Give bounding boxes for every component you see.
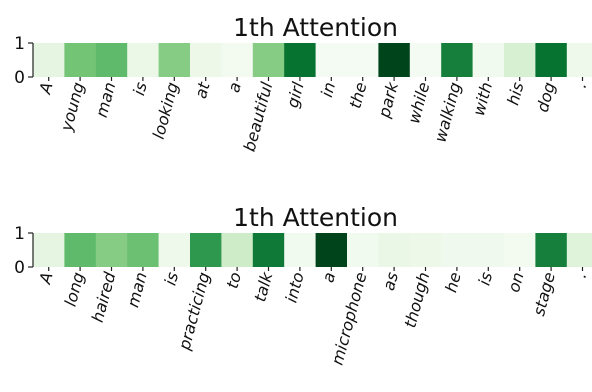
heatmap-cell <box>409 43 442 77</box>
x-tick-label: he <box>441 270 465 294</box>
y-tick-label: 1 <box>14 224 25 244</box>
x-tick-label: looking <box>149 80 182 141</box>
heatmap-cell <box>64 43 97 77</box>
heatmap-cell <box>566 43 592 77</box>
chart-title: 1th Attention <box>233 13 398 42</box>
heatmap-cell <box>378 233 411 267</box>
heatmap-cell <box>252 43 285 77</box>
x-tick-label: young <box>56 80 87 134</box>
x-tick-label: as <box>379 270 402 292</box>
heatmap-cell <box>504 43 536 77</box>
x-tick-label: dog <box>533 80 559 114</box>
x-tick-label: is <box>161 270 183 287</box>
x-tick-label: . <box>571 270 591 280</box>
x-tick-label: A <box>35 80 56 96</box>
heatmap-cell <box>535 43 568 77</box>
heatmap-cell <box>221 43 254 77</box>
y-tick-label: 1 <box>14 34 25 54</box>
x-tick-label: man <box>92 80 120 119</box>
x-tick-label: his <box>503 80 527 107</box>
x-tick-label: park <box>374 79 402 120</box>
x-tick-label: haired <box>88 269 120 324</box>
heatmap-cell <box>347 43 379 77</box>
heatmap-cell <box>441 43 474 77</box>
x-tick-label: with <box>469 80 496 118</box>
heatmap-cell <box>378 43 411 77</box>
y-tick-label: 0 <box>14 68 25 88</box>
x-tick-label: the <box>345 80 370 110</box>
x-tick-label: practicing <box>174 270 213 353</box>
heatmap-cell <box>315 233 348 267</box>
x-tick-label: in <box>317 80 339 99</box>
heatmap-cell <box>284 233 317 267</box>
heatmap-cell <box>64 233 97 267</box>
x-tick-label: a <box>318 270 339 284</box>
heatmap-cell <box>33 43 65 77</box>
heatmap-cell <box>190 233 222 267</box>
x-tick-label: to <box>222 270 245 291</box>
x-tick-label: is <box>475 270 497 287</box>
heatmap-cell <box>472 43 505 77</box>
x-tick-label: on <box>504 270 528 294</box>
heatmap-cell <box>33 233 65 267</box>
heatmap-cell <box>95 43 128 77</box>
heatmap-cell <box>221 233 254 267</box>
x-tick-label: girl <box>283 80 308 110</box>
heatmap-cell <box>190 43 222 77</box>
heatmap-cell <box>284 43 317 77</box>
heatmap-cell <box>566 233 592 267</box>
heatmap-cell <box>441 233 474 267</box>
heatmap-cell <box>127 233 160 267</box>
x-tick-label: a <box>224 80 245 94</box>
heatmap-cell <box>504 233 536 267</box>
x-tick-label: long <box>61 270 88 308</box>
x-tick-label: at <box>191 79 214 100</box>
x-tick-label: talk <box>250 269 276 303</box>
heatmap-cell <box>127 43 160 77</box>
x-tick-label: while <box>404 80 433 126</box>
heatmap-cell <box>252 233 285 267</box>
heatmap-cell <box>535 233 568 267</box>
x-tick-label: though <box>400 270 433 330</box>
heatmap-cell <box>409 233 442 267</box>
x-tick-label: stage <box>529 270 559 318</box>
x-tick-label: is <box>129 80 151 97</box>
heatmap-cell <box>158 43 191 77</box>
x-tick-label: A <box>35 270 56 286</box>
heatmap-cell <box>95 233 128 267</box>
x-tick-label: . <box>571 80 591 90</box>
heatmap-cell <box>315 43 348 77</box>
y-tick-label: 0 <box>14 258 25 278</box>
x-tick-label: man <box>123 270 151 309</box>
heatmap-cell <box>158 233 191 267</box>
x-tick-label: walking <box>431 80 465 144</box>
x-tick-label: beautiful <box>240 80 277 154</box>
chart-title: 1th Attention <box>233 203 398 232</box>
heatmap-cell <box>347 233 379 267</box>
x-tick-label: into <box>281 270 307 305</box>
heatmap-cell <box>472 233 505 267</box>
